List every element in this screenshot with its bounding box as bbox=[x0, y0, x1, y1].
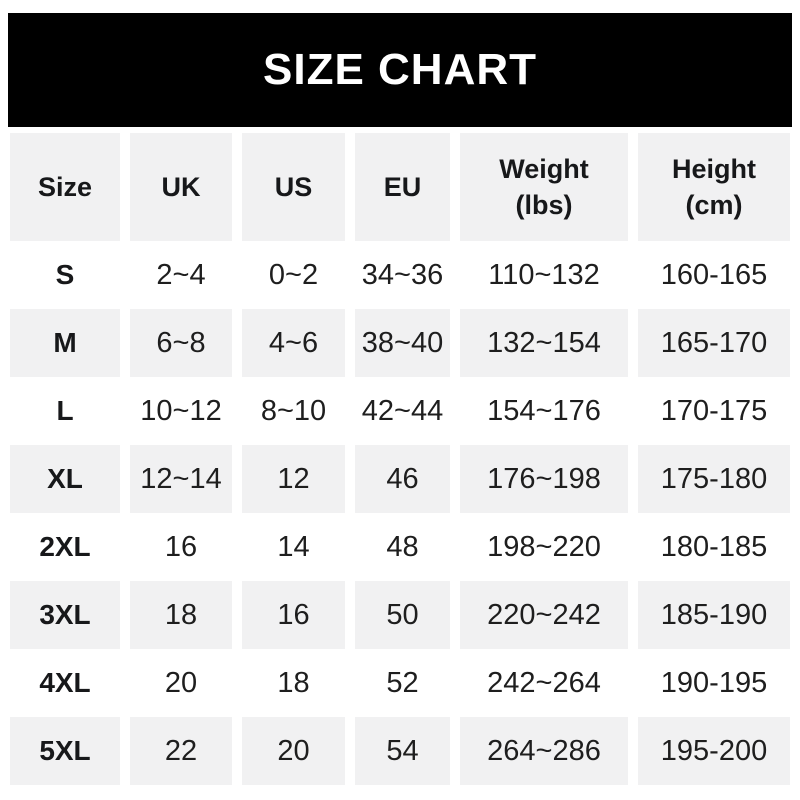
uk-size-cell: 22 bbox=[130, 717, 232, 785]
height-range-cell: 175-180 bbox=[638, 445, 790, 513]
title-banner: SIZE CHART bbox=[8, 13, 792, 127]
us-size-cell: 18 bbox=[242, 649, 345, 717]
table-row: 4XL 20 18 52 242~264 190-195 bbox=[10, 649, 790, 717]
page-title: SIZE CHART bbox=[263, 45, 537, 94]
eu-size-cell: 42~44 bbox=[355, 377, 450, 445]
eu-size-cell: 34~36 bbox=[355, 241, 450, 309]
weight-range-cell: 176~198 bbox=[460, 445, 628, 513]
size-label-cell: 4XL bbox=[10, 649, 120, 717]
height-range-cell: 190-195 bbox=[638, 649, 790, 717]
table-body: S 2~4 0~2 34~36 110~132 160-165 M 6~8 4~… bbox=[10, 241, 790, 785]
column-header-weight: Weight (lbs) bbox=[460, 133, 628, 241]
height-range-cell: 180-185 bbox=[638, 513, 790, 581]
weight-range-cell: 110~132 bbox=[460, 241, 628, 309]
size-label-cell: XL bbox=[10, 445, 120, 513]
uk-size-cell: 6~8 bbox=[130, 309, 232, 377]
size-table: Size UK US EU Weight (lbs) Height (cm) S… bbox=[10, 133, 790, 785]
weight-range-cell: 220~242 bbox=[460, 581, 628, 649]
column-header-uk: UK bbox=[130, 133, 232, 241]
table-row: 5XL 22 20 54 264~286 195-200 bbox=[10, 717, 790, 785]
height-range-cell: 160-165 bbox=[638, 241, 790, 309]
height-range-cell: 185-190 bbox=[638, 581, 790, 649]
height-range-cell: 170-175 bbox=[638, 377, 790, 445]
us-size-cell: 20 bbox=[242, 717, 345, 785]
eu-size-cell: 46 bbox=[355, 445, 450, 513]
uk-size-cell: 10~12 bbox=[130, 377, 232, 445]
us-size-cell: 4~6 bbox=[242, 309, 345, 377]
size-label-cell: 3XL bbox=[10, 581, 120, 649]
size-label-cell: L bbox=[10, 377, 120, 445]
weight-range-cell: 198~220 bbox=[460, 513, 628, 581]
eu-size-cell: 48 bbox=[355, 513, 450, 581]
table-row: 2XL 16 14 48 198~220 180-185 bbox=[10, 513, 790, 581]
column-header-us: US bbox=[242, 133, 345, 241]
height-range-cell: 195-200 bbox=[638, 717, 790, 785]
size-label-cell: M bbox=[10, 309, 120, 377]
weight-range-cell: 154~176 bbox=[460, 377, 628, 445]
column-header-eu: EU bbox=[355, 133, 450, 241]
weight-range-cell: 242~264 bbox=[460, 649, 628, 717]
eu-size-cell: 54 bbox=[355, 717, 450, 785]
table-header-row: Size UK US EU Weight (lbs) Height (cm) bbox=[10, 133, 790, 241]
uk-size-cell: 12~14 bbox=[130, 445, 232, 513]
table-row: XL 12~14 12 46 176~198 175-180 bbox=[10, 445, 790, 513]
table-row: 3XL 18 16 50 220~242 185-190 bbox=[10, 581, 790, 649]
us-size-cell: 16 bbox=[242, 581, 345, 649]
size-label-cell: 2XL bbox=[10, 513, 120, 581]
uk-size-cell: 20 bbox=[130, 649, 232, 717]
size-label-cell: S bbox=[10, 241, 120, 309]
column-header-height: Height (cm) bbox=[638, 133, 790, 241]
us-size-cell: 0~2 bbox=[242, 241, 345, 309]
size-label-cell: 5XL bbox=[10, 717, 120, 785]
us-size-cell: 8~10 bbox=[242, 377, 345, 445]
weight-range-cell: 132~154 bbox=[460, 309, 628, 377]
uk-size-cell: 16 bbox=[130, 513, 232, 581]
column-header-size: Size bbox=[10, 133, 120, 241]
size-chart-page: SIZE CHART Size UK US EU Weight (lbs) He… bbox=[0, 13, 800, 800]
eu-size-cell: 50 bbox=[355, 581, 450, 649]
eu-size-cell: 38~40 bbox=[355, 309, 450, 377]
uk-size-cell: 2~4 bbox=[130, 241, 232, 309]
uk-size-cell: 18 bbox=[130, 581, 232, 649]
table-row: L 10~12 8~10 42~44 154~176 170-175 bbox=[10, 377, 790, 445]
weight-range-cell: 264~286 bbox=[460, 717, 628, 785]
height-range-cell: 165-170 bbox=[638, 309, 790, 377]
table-row: M 6~8 4~6 38~40 132~154 165-170 bbox=[10, 309, 790, 377]
us-size-cell: 12 bbox=[242, 445, 345, 513]
table-row: S 2~4 0~2 34~36 110~132 160-165 bbox=[10, 241, 790, 309]
us-size-cell: 14 bbox=[242, 513, 345, 581]
eu-size-cell: 52 bbox=[355, 649, 450, 717]
